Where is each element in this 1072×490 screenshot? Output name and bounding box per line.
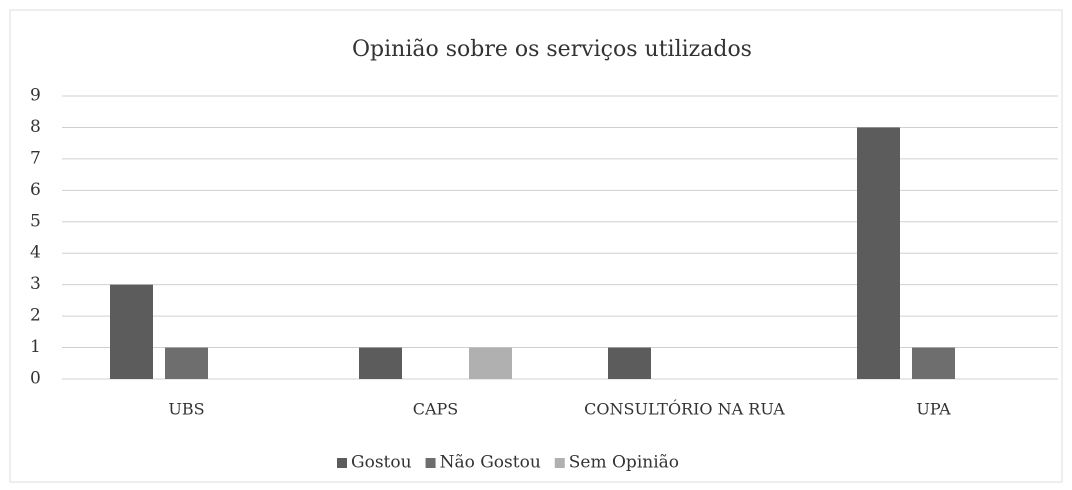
chart-title: Opinião sobre os serviços utilizados xyxy=(352,37,752,62)
x-tick-label: CAPS xyxy=(413,400,459,419)
legend-swatch xyxy=(337,458,347,468)
y-tick-label: 0 xyxy=(30,369,41,389)
legend-label: Sem Opinião xyxy=(569,453,679,473)
bar xyxy=(857,127,900,379)
bar xyxy=(912,347,955,379)
chart-border xyxy=(9,9,1063,483)
x-tick-label: CONSULTÓRIO NA RUA xyxy=(584,399,785,419)
y-tick-label: 7 xyxy=(30,148,41,168)
bar xyxy=(469,347,512,379)
bar xyxy=(359,347,402,379)
y-tick-label: 5 xyxy=(30,211,41,231)
bar xyxy=(110,284,153,379)
y-tick-label: 3 xyxy=(30,274,41,294)
x-tick-label: UBS xyxy=(168,400,204,419)
y-tick-label: 1 xyxy=(30,337,41,357)
y-tick-label: 6 xyxy=(30,180,41,200)
legend-label: Não Gostou xyxy=(440,453,541,473)
x-tick-label: UPA xyxy=(916,400,951,419)
bar xyxy=(608,347,651,379)
y-tick-label: 2 xyxy=(30,306,41,326)
bar xyxy=(165,347,208,379)
y-tick-label: 8 xyxy=(30,117,41,137)
legend-swatch xyxy=(425,458,436,468)
y-tick-label: 4 xyxy=(30,243,41,263)
legend-swatch xyxy=(554,458,565,468)
legend-label: Gostou xyxy=(351,453,412,473)
y-tick-label: 9 xyxy=(30,86,41,106)
